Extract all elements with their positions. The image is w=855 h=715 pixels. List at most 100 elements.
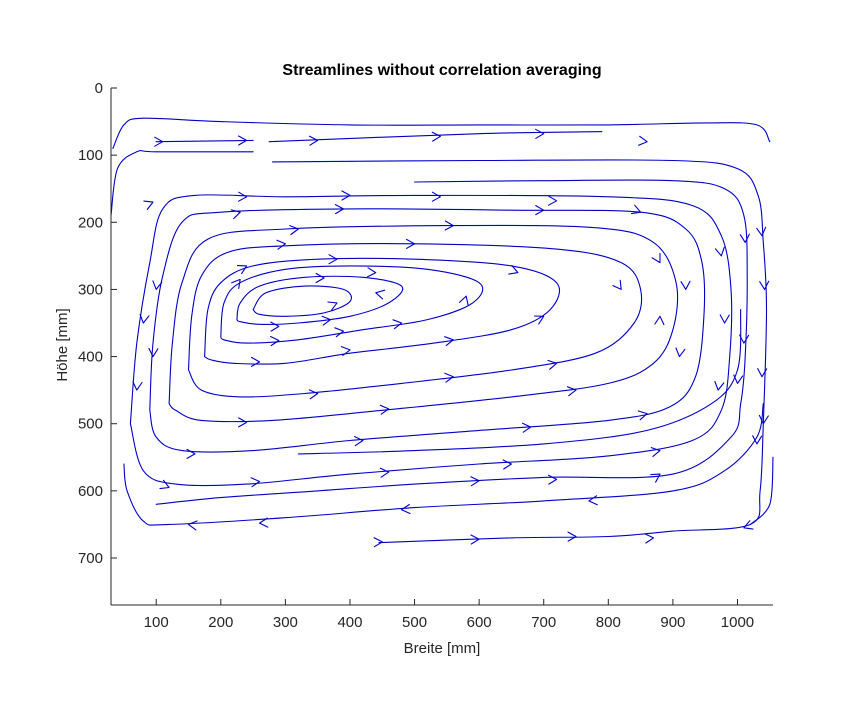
- flow-arrow-5-7: [567, 531, 577, 542]
- streamline-4: [110, 150, 254, 217]
- y-tick-label: 500: [78, 416, 103, 433]
- y-tick-label: 200: [78, 214, 103, 231]
- flow-arrow-9-7: [719, 314, 730, 324]
- x-tick-label: 800: [596, 614, 621, 631]
- flow-arrow-3-2: [431, 131, 441, 142]
- chart-title: Streamlines without correlation averagin…: [282, 62, 601, 79]
- streamline-9: [129, 194, 733, 487]
- x-tick-label: 200: [208, 614, 233, 631]
- flow-arrow-12-1: [276, 239, 286, 250]
- flow-arrow-7-2: [739, 334, 750, 344]
- flow-arrow-9-4: [431, 191, 441, 202]
- flow-arrow-13-6: [340, 346, 351, 357]
- flow-arrow-15-4: [270, 321, 280, 332]
- streamline-11: [168, 224, 679, 423]
- flow-arrow-10-2: [334, 204, 345, 215]
- flow-arrow-15-2: [375, 289, 386, 300]
- flow-arrow-8-5: [743, 520, 754, 530]
- x-tick-label: 700: [531, 614, 556, 631]
- flow-arrow-14-3: [458, 295, 469, 306]
- y-tick-label: 100: [78, 147, 103, 164]
- flow-arrow-10-11: [148, 347, 159, 358]
- flow-arrow-8-1: [187, 520, 198, 531]
- flow-arrow-16-1: [327, 301, 338, 311]
- flow-arrow-12-2: [405, 238, 416, 249]
- flow-arrow-11-3: [651, 252, 661, 264]
- flow-arrows-group: [132, 128, 770, 548]
- flow-arrow-10-8: [521, 422, 532, 433]
- streamline-13: [204, 257, 560, 365]
- flow-arrow-11-4: [654, 315, 665, 326]
- flow-arrow-7-5: [547, 474, 558, 485]
- flow-arrow-10-6: [675, 347, 686, 358]
- flow-arrow-9-3: [341, 190, 351, 201]
- x-tick-label: 300: [273, 614, 298, 631]
- x-tick-label: 400: [337, 614, 362, 631]
- flow-arrow-14-4: [392, 319, 403, 330]
- flow-arrow-5-9: [373, 537, 383, 548]
- x-tick-label: 600: [467, 614, 492, 631]
- flow-arrow-10-12: [152, 280, 163, 290]
- flow-arrow-9-5: [548, 195, 558, 206]
- y-tick-label: 300: [78, 281, 103, 298]
- flow-arrow-10-4: [630, 204, 642, 215]
- flow-arrow-10-5: [680, 280, 691, 290]
- flow-arrow-9-8: [714, 380, 725, 391]
- y-tick-label: 600: [78, 483, 103, 500]
- flow-arrow-11-7: [238, 417, 248, 428]
- flow-arrow-9-12: [250, 477, 261, 488]
- flow-arrow-7-3: [733, 374, 744, 384]
- y-axis-ticks: 0 100 200 300 400 500 600 700: [78, 80, 117, 567]
- flow-arrow-5-2: [756, 226, 767, 237]
- flow-arrow-9-15: [139, 313, 150, 324]
- streamline-3: [268, 131, 603, 143]
- flow-arrow-3-3: [535, 128, 545, 139]
- flow-arrow-11-6: [379, 404, 390, 415]
- flow-arrow-5-5: [752, 435, 763, 445]
- x-axis-ticks: 100 200 300 400 500 600 700 800 900 1000: [144, 599, 754, 631]
- flow-arrow-13-5: [444, 336, 454, 347]
- x-tick-label: 900: [660, 614, 685, 631]
- flow-arrow-13-1: [236, 265, 248, 275]
- flow-arrow-10-3: [535, 205, 545, 216]
- flow-arrow-13-2: [328, 254, 338, 265]
- streamline-6: [749, 456, 774, 525]
- flow-arrow-11-1: [289, 225, 299, 236]
- flow-arrow-13-3: [508, 265, 519, 275]
- flow-arrow-9-11: [379, 467, 390, 478]
- x-tick-label: 100: [144, 614, 169, 631]
- x-axis-label: Breite [mm]: [404, 640, 481, 657]
- flow-arrow-13-7: [250, 356, 261, 367]
- flow-arrow-9-2: [238, 191, 248, 202]
- flow-arrow-12-5: [444, 372, 454, 383]
- streamline-7: [155, 179, 748, 505]
- streamline-16: [252, 285, 352, 317]
- flow-arrow-8-3: [401, 503, 411, 515]
- y-tick-label: 0: [95, 80, 103, 97]
- y-tick-label: 400: [78, 349, 103, 366]
- flow-arrow-13-4: [533, 315, 545, 325]
- streamlines-group: [110, 117, 774, 544]
- flow-arrow-9-13: [159, 479, 170, 490]
- flow-arrow-4-1: [154, 136, 164, 147]
- x-tick-label: 500: [402, 614, 427, 631]
- flow-arrow-12-3: [612, 279, 622, 290]
- flow-arrow-14-5: [334, 327, 345, 338]
- flow-arrow-7-6: [470, 476, 480, 487]
- streamline-1: [112, 117, 771, 149]
- y-axis-label: Höhe [mm]: [54, 308, 71, 381]
- flow-arrow-15-1: [315, 272, 325, 284]
- flow-arrow-5-8: [470, 534, 480, 545]
- flow-arrow-15-3: [321, 315, 332, 326]
- flow-arrow-3-1: [308, 135, 319, 146]
- flow-arrow-14-1: [231, 278, 241, 289]
- flow-arrow-9-10: [502, 459, 512, 470]
- flow-arrow-5-6: [644, 533, 655, 544]
- flow-arrow-7-1: [739, 233, 750, 243]
- streamline-8: [123, 403, 764, 526]
- flow-arrow-5-4: [757, 368, 768, 378]
- flow-arrow-10-1: [230, 209, 241, 220]
- streamline-12: [187, 243, 643, 398]
